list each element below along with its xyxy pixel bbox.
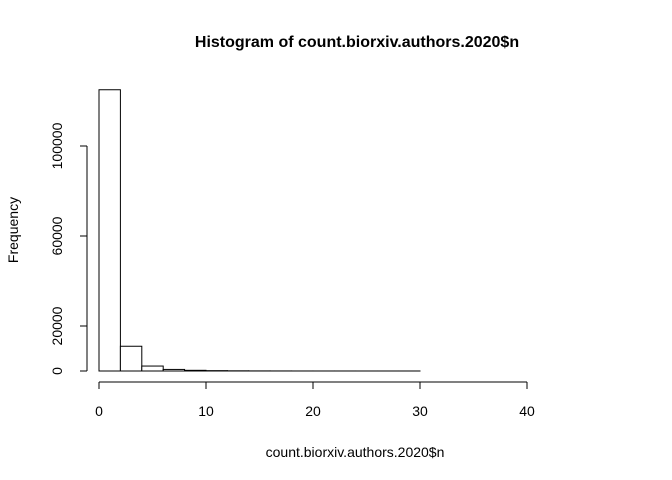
x-tick-label: 40 xyxy=(519,403,535,419)
x-tick-label: 0 xyxy=(95,403,103,419)
y-tick-label: 60000 xyxy=(49,216,65,255)
histogram-bar xyxy=(141,365,164,372)
histogram-bar xyxy=(119,345,143,372)
y-tick-label: 0 xyxy=(49,367,65,375)
x-tick-label: 30 xyxy=(412,403,428,419)
x-axis-label: count.biorxiv.authors.2020$n xyxy=(266,444,445,460)
histogram-bar xyxy=(162,368,186,372)
x-axis: 0 10 20 30 40 xyxy=(95,381,535,419)
y-tick-label: 100000 xyxy=(49,122,65,169)
y-tick-label: 20000 xyxy=(49,306,65,345)
x-tick-label: 20 xyxy=(305,403,321,419)
histogram-bar xyxy=(184,369,207,372)
y-axis-label: Frequency xyxy=(5,197,21,263)
y-axis: 0 20000 60000 100000 xyxy=(49,122,88,375)
histogram-bars xyxy=(98,89,421,372)
chart-title: Histogram of count.biorxiv.authors.2020$… xyxy=(195,34,519,51)
x-tick-label: 10 xyxy=(198,403,214,419)
histogram-bar xyxy=(98,89,121,372)
